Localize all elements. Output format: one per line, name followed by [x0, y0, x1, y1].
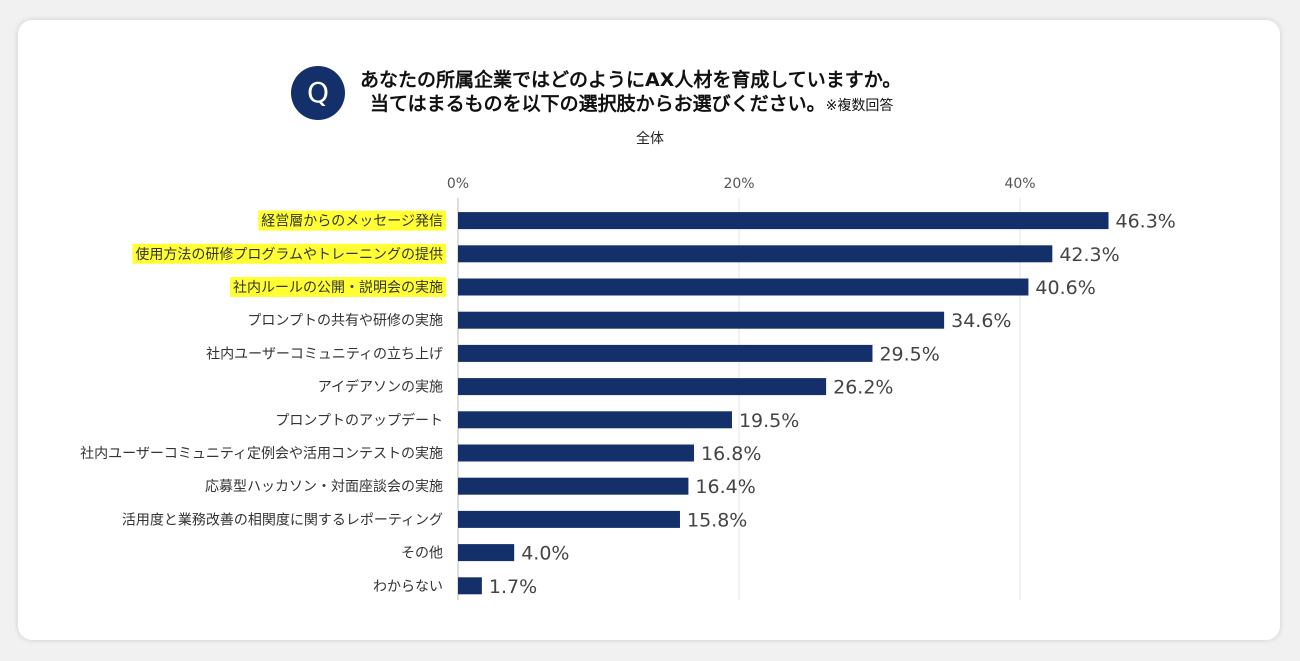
- category-label: 社内ルールの公開・説明会の実施: [233, 280, 443, 296]
- question-badge: Q: [291, 66, 345, 120]
- category-highlight: [258, 210, 446, 231]
- bar: [458, 278, 1029, 296]
- bar: [458, 444, 695, 462]
- value-label: 40.6%: [1035, 277, 1095, 299]
- category-label: わからない: [373, 579, 443, 595]
- bar: [458, 510, 680, 528]
- question-title-line2-wrap: 当てはまるものを以下の選択肢からお選びください。※複数回答: [360, 92, 1080, 118]
- bar: [458, 577, 482, 595]
- x-tick-label: 40%: [1004, 176, 1035, 192]
- bar: [458, 477, 689, 495]
- bar: [458, 378, 827, 396]
- category-label: プロンプトの共有や研修の実施: [247, 313, 443, 329]
- category-label: プロンプトのアップデート: [275, 412, 443, 429]
- bar: [458, 544, 515, 562]
- value-label: 46.3%: [1116, 211, 1176, 233]
- category-highlight: [230, 277, 446, 297]
- value-label: 15.8%: [687, 509, 747, 531]
- category-label: アイデアソンの実施: [318, 379, 443, 396]
- bar: [458, 245, 1053, 263]
- category-label: 活用度と業務改善の相関度に関するレポーティング: [122, 512, 443, 528]
- x-tick-label: 0%: [447, 176, 469, 192]
- value-label: 1.7%: [489, 576, 537, 598]
- chart-card: [18, 20, 1280, 640]
- question-title-line1: あなたの所属企業ではどのようにAX人材を育成していますか。: [360, 69, 902, 91]
- value-label: 4.0%: [521, 543, 569, 565]
- question-title: あなたの所属企業ではどのようにAX人材を育成していますか。 当てはまるものを以下…: [360, 68, 1080, 118]
- bar: [458, 212, 1109, 230]
- category-label: 応募型ハッカソン・対面座談会の実施: [205, 479, 443, 495]
- value-label: 19.5%: [739, 410, 799, 432]
- value-label: 16.8%: [701, 443, 761, 465]
- question-title-line2: 当てはまるものを以下の選択肢からお選びください。: [370, 93, 826, 115]
- bar: [458, 344, 873, 362]
- value-label: 34.6%: [951, 310, 1011, 332]
- x-tick-label: 20%: [723, 176, 754, 192]
- bar: [458, 311, 945, 329]
- value-label: 42.3%: [1059, 244, 1119, 266]
- category-label: 社内ユーザーコミュニティ定例会や活用コンテストの実施: [80, 446, 443, 462]
- value-label: 29.5%: [879, 343, 939, 365]
- chart-title: 全体: [636, 131, 664, 147]
- value-label: 16.4%: [695, 476, 755, 498]
- category-label: 経営層からのメッセージ発信: [261, 214, 443, 230]
- category-label: 社内ユーザーコミュニティの立ち上げ: [206, 346, 443, 362]
- value-label: 26.2%: [833, 377, 893, 399]
- bar: [458, 411, 732, 429]
- category-label: 使用方法の研修プログラムやトレーニングの提供: [135, 246, 443, 263]
- question-note: ※複数回答: [825, 98, 894, 114]
- category-highlight: [132, 243, 446, 264]
- category-label: その他: [401, 546, 443, 562]
